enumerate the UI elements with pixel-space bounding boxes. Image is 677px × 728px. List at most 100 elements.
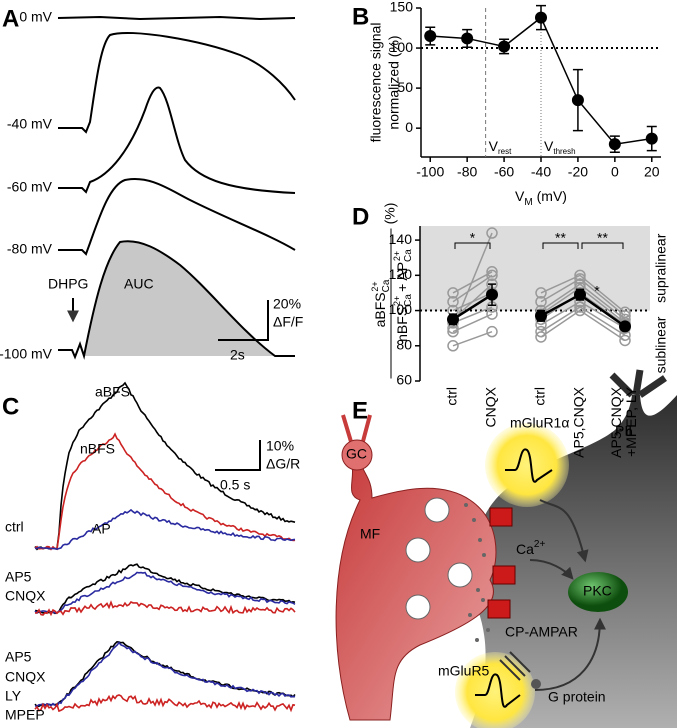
y-tick-label: 80 [396, 336, 412, 352]
cell-line [452, 274, 493, 303]
cell-line [540, 306, 626, 336]
condition-label: AP5 [5, 649, 32, 665]
x-tick-label: ctrl [444, 387, 460, 406]
y-tick-label: 60 [396, 372, 412, 388]
x-tick-label: AP5,CNQX+MPEP, LY [608, 386, 639, 457]
y-tick-label: 100 [390, 39, 414, 55]
x-tick-label: -20 [568, 164, 588, 180]
label-sup: 2+ [534, 539, 546, 550]
label-sub: thresh [553, 147, 575, 156]
data-point [424, 30, 437, 43]
mean-line [452, 293, 493, 321]
label-sup: 2+ [392, 251, 402, 261]
y-tick-label: 50 [397, 79, 413, 95]
panel-label: E [352, 397, 368, 424]
cell-line [452, 313, 493, 333]
data-point [498, 40, 511, 53]
label-text: (mV) [533, 188, 567, 204]
cell-point [574, 304, 586, 317]
cell-point [447, 295, 459, 308]
panel-e-diagram [335, 369, 677, 728]
x-tick-label: 20 [644, 164, 660, 180]
label-sup: 2+ [370, 281, 380, 291]
cell-point [535, 331, 547, 343]
significance-label: ** [597, 230, 608, 246]
label-text: nBFS [394, 307, 410, 342]
scale-label: 10% [266, 438, 294, 454]
panel-label: A [2, 5, 19, 32]
cell-line [540, 283, 626, 320]
cell-point [486, 266, 498, 278]
region-label: supralinear [653, 233, 669, 303]
x-tick-label: ctrl [532, 387, 548, 406]
y-axis-title: aBFSCa2+ [370, 279, 392, 327]
panel-label: D [352, 203, 369, 230]
condition-label: LY [5, 688, 22, 704]
stimulus-label: DHPG [48, 276, 88, 292]
trace [34, 508, 296, 551]
label-text: V [489, 138, 499, 154]
x-tick-label: -60 [494, 164, 514, 180]
label-text: + AP [394, 262, 410, 296]
voltage-label: -80 mV [7, 241, 53, 257]
trace [34, 563, 296, 615]
trace [34, 694, 296, 713]
panel-label: B [352, 3, 369, 30]
cell-line [452, 271, 493, 294]
label-text: aBFS [372, 292, 388, 327]
diagram-label: G protein [548, 689, 606, 705]
significance-bracket [542, 242, 579, 249]
voltage-label: 0 mV [19, 9, 52, 25]
cell-point [486, 227, 498, 239]
cell-point [447, 325, 459, 338]
data-point [571, 94, 584, 107]
mean-point [535, 309, 547, 322]
cell-line [452, 306, 493, 324]
scale-label: ΔG/R [266, 456, 300, 472]
diagram-label: PKC [583, 583, 612, 599]
label-line: AP5,CNQX [608, 386, 624, 457]
y-axis-unit: (%) [382, 203, 398, 225]
cell-line [452, 330, 493, 347]
x-tick-label: AP5,CNQX [571, 386, 587, 457]
y-tick-label: 120 [389, 266, 413, 282]
panel-a-traces [57, 15, 296, 471]
y-tick-label: 150 [390, 0, 414, 15]
y-tick-label: 140 [389, 231, 413, 247]
reference-label: Vrest [489, 138, 512, 156]
cell-point [486, 308, 498, 320]
diagram-label: CP-AMPAR [505, 624, 578, 640]
x-tick-label: -40 [531, 164, 551, 180]
cell-point [574, 301, 586, 313]
label-line: +MPEP, LY [623, 386, 639, 457]
x-axis-title: VM (mV) [515, 188, 567, 208]
y-axis-title: nBFSCa2+ + APCa2+ [392, 249, 414, 342]
x-tick-label: -100 [416, 164, 444, 180]
x-tick-label: 0 [611, 164, 619, 180]
area-label: AUC [124, 276, 154, 292]
label-text: Ca [516, 541, 534, 557]
label-text: V [544, 138, 554, 154]
trace-label: AP [92, 521, 111, 537]
trace [34, 641, 296, 708]
reference-label: Vthresh [544, 138, 576, 156]
scale-label: 0.5 s [220, 477, 250, 493]
condition-label: CNQX [5, 588, 46, 604]
diagram-label: mGluR1α [510, 415, 569, 431]
region-label: sublinear [653, 316, 669, 373]
label-sub: Ca [381, 279, 392, 292]
cell-line [540, 274, 626, 313]
condition-label: AP5 [5, 569, 32, 585]
trace-label: aBFS [95, 384, 130, 400]
mean-point [574, 288, 586, 301]
trace [34, 432, 296, 551]
shaded-region [420, 226, 650, 311]
significance-bracket [581, 242, 624, 249]
condition-label: CNQX [5, 669, 46, 685]
voltage-label: -60 mV [7, 179, 53, 195]
cell-point [447, 340, 459, 352]
label-sub: rest [498, 147, 512, 156]
data-point [535, 11, 547, 24]
x-tick-label: CNQX [483, 386, 499, 427]
label-sup: 2+ [392, 296, 402, 306]
